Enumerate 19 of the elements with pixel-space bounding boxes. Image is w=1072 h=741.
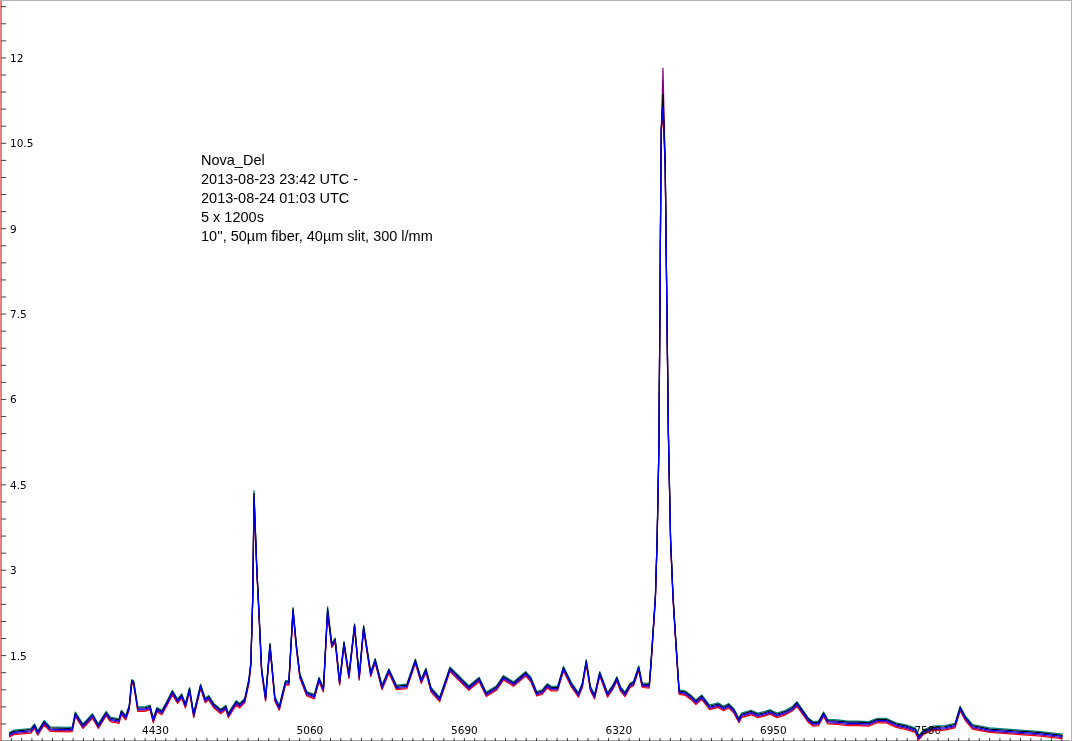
annotation: 2013-08-24 01:03 UTC: [201, 190, 350, 206]
x-tick-label: 4430: [142, 724, 169, 736]
annotation: 5 x 1200s: [201, 209, 264, 225]
y-tick-label: 4.5: [10, 478, 27, 491]
annotation: Nova_Del: [201, 152, 265, 168]
y-tick-label: 12: [10, 51, 24, 64]
x-tick-label: 5690: [451, 724, 478, 736]
x-tick-label: 7580: [914, 724, 942, 736]
x-tick-label: 5060: [296, 724, 324, 736]
y-tick-label: 3: [10, 564, 17, 577]
annotation: 2013-08-23 23:42 UTC -: [201, 171, 359, 187]
annotation: 10'', 50µm fiber, 40µm slit, 300 l/mm: [201, 228, 433, 244]
y-tick-label: 1.5: [10, 649, 27, 662]
y-tick-label: 7.5: [10, 308, 27, 321]
y-tick-label: 9: [10, 222, 17, 235]
y-tick-label: 10.5: [10, 137, 34, 150]
y-tick-label: 6: [10, 393, 17, 406]
x-tick-label: 6950: [759, 724, 787, 736]
x-tick-label: 6320: [605, 724, 633, 736]
